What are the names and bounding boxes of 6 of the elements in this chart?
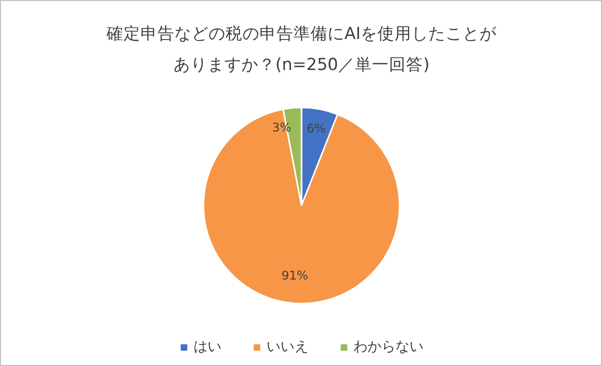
legend-label: わからない [354, 338, 424, 356]
data-label: 91% [282, 268, 308, 283]
chart-title: 確定申告などの税の申告準備にAIを使用したことがありますか？(n=250／単一回答) [105, 24, 498, 74]
legend-label: はい [194, 338, 222, 356]
legend-label: いいえ [266, 338, 308, 356]
data-label: 6% [306, 121, 326, 136]
